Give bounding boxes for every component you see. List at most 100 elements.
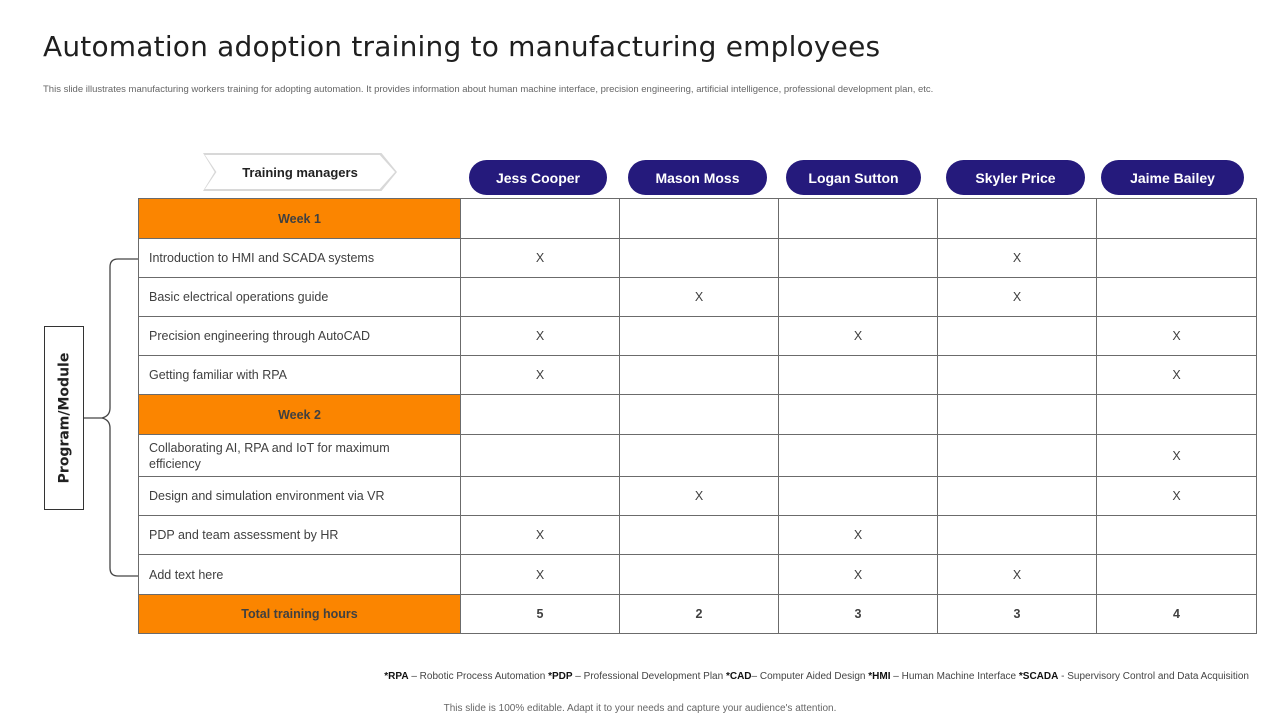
module-label: Getting familiar with RPA [138, 355, 461, 395]
assignment-cell [1096, 394, 1257, 435]
assignment-cell [619, 238, 779, 278]
assignment-cell [937, 515, 1097, 555]
training-managers-label: Training managers [205, 155, 395, 189]
assignment-cell [1096, 554, 1257, 595]
assignment-cell [937, 394, 1097, 435]
total-hours-cell: 5 [460, 594, 620, 634]
module-label: Introduction to HMI and SCADA systems [138, 238, 461, 278]
assignment-cell: X [1096, 476, 1257, 516]
assignment-cell [1096, 277, 1257, 317]
assignment-cell: X [619, 476, 779, 516]
assignment-cell [778, 476, 938, 516]
assignment-cell: X [460, 554, 620, 595]
week-label: Week 1 [138, 198, 461, 239]
program-module-box: Program/Module [44, 326, 84, 510]
module-label: Precision engineering through AutoCAD [138, 316, 461, 356]
assignment-cell: X [460, 238, 620, 278]
assignment-cell: X [460, 515, 620, 555]
page-subtitle: This slide illustrates manufacturing wor… [43, 84, 934, 95]
abbreviation-legend: *RPA – Robotic Process Automation *PDP –… [384, 671, 1249, 682]
table-row: Introduction to HMI and SCADA systems X X [138, 238, 1257, 278]
week-row: Week 2 [138, 394, 1257, 435]
module-label: Collaborating AI, RPA and IoT for maximu… [138, 434, 461, 477]
assignment-cell [619, 515, 779, 555]
manager-header-1: Mason Moss [628, 160, 767, 195]
page-title: Automation adoption training to manufact… [43, 30, 881, 63]
legend-text: – Computer Aided Design [751, 671, 869, 682]
assignment-cell: X [1096, 434, 1257, 477]
total-label: Total training hours [138, 594, 461, 634]
legend-abbr: *CAD [725, 671, 752, 682]
total-hours-cell: 4 [1096, 594, 1257, 634]
assignment-cell [778, 355, 938, 395]
manager-header-2: Logan Sutton [786, 160, 921, 195]
table-row: Basic electrical operations guide X X [138, 277, 1257, 317]
training-managers-arrow: Training managers [203, 153, 397, 191]
legend-text: – Robotic Process Automation [408, 671, 549, 682]
total-hours-cell: 3 [937, 594, 1097, 634]
program-brace [81, 258, 138, 577]
assignment-cell: X [937, 277, 1097, 317]
assignment-cell [1096, 238, 1257, 278]
assignment-cell: X [937, 238, 1097, 278]
legend-abbr: *HMI [868, 671, 891, 682]
assignment-cell [460, 394, 620, 435]
manager-header-3: Skyler Price [946, 160, 1085, 195]
legend-abbr: *SCADA [1018, 671, 1059, 682]
manager-header-4: Jaime Bailey [1101, 160, 1244, 195]
assignment-cell [1096, 198, 1257, 239]
assignment-cell: X [778, 554, 938, 595]
week-row: Week 1 [138, 198, 1257, 239]
assignment-cell: X [460, 355, 620, 395]
footer-note: This slide is 100% editable. Adapt it to… [443, 703, 837, 714]
assignment-cell: X [619, 277, 779, 317]
assignment-cell [619, 355, 779, 395]
assignment-cell [937, 355, 1097, 395]
assignment-cell: X [1096, 355, 1257, 395]
table-row: Collaborating AI, RPA and IoT for maximu… [138, 434, 1257, 477]
assignment-cell [619, 434, 779, 477]
assignment-cell: X [460, 316, 620, 356]
table-row: Getting familiar with RPA X X [138, 355, 1257, 395]
total-row: Total training hours 5 2 3 3 4 [138, 594, 1257, 634]
assignment-cell [778, 434, 938, 477]
table-row: PDP and team assessment by HR X X [138, 515, 1257, 555]
assignment-cell [460, 476, 620, 516]
legend-abbr: *PDP [548, 671, 573, 682]
table-row: Add text here X X X [138, 554, 1257, 595]
table-row: Design and simulation environment via VR… [138, 476, 1257, 516]
manager-header-0: Jess Cooper [469, 160, 607, 195]
total-hours-cell: 2 [619, 594, 779, 634]
assignment-cell [937, 316, 1097, 356]
assignment-cell [778, 198, 938, 239]
total-hours-cell: 3 [778, 594, 938, 634]
assignment-cell [619, 316, 779, 356]
module-label: Basic electrical operations guide [138, 277, 461, 317]
assignment-cell: X [778, 316, 938, 356]
legend-text: – Human Machine Interface [890, 671, 1019, 682]
assignment-cell [937, 476, 1097, 516]
assignment-cell [619, 394, 779, 435]
module-label: Add text here [138, 554, 461, 595]
assignment-cell: X [1096, 316, 1257, 356]
legend-text: – Professional Development Plan [572, 671, 726, 682]
assignment-cell [1096, 515, 1257, 555]
assignment-cell [460, 434, 620, 477]
training-table: Week 1 Introduction to HMI and SCADA syst… [138, 198, 1257, 634]
assignment-cell: X [778, 515, 938, 555]
assignment-cell [778, 394, 938, 435]
table-row: Precision engineering through AutoCAD X X X [138, 316, 1257, 356]
assignment-cell [460, 198, 620, 239]
assignment-cell [619, 554, 779, 595]
assignment-cell [778, 277, 938, 317]
assignment-cell: X [937, 554, 1097, 595]
legend-abbr: *RPA [384, 671, 409, 682]
module-label: Design and simulation environment via VR [138, 476, 461, 516]
assignment-cell [619, 198, 779, 239]
program-module-label: Program/Module [56, 352, 73, 484]
assignment-cell [460, 277, 620, 317]
module-label: PDP and team assessment by HR [138, 515, 461, 555]
assignment-cell [937, 434, 1097, 477]
week-label: Week 2 [138, 394, 461, 435]
assignment-cell [937, 198, 1097, 239]
